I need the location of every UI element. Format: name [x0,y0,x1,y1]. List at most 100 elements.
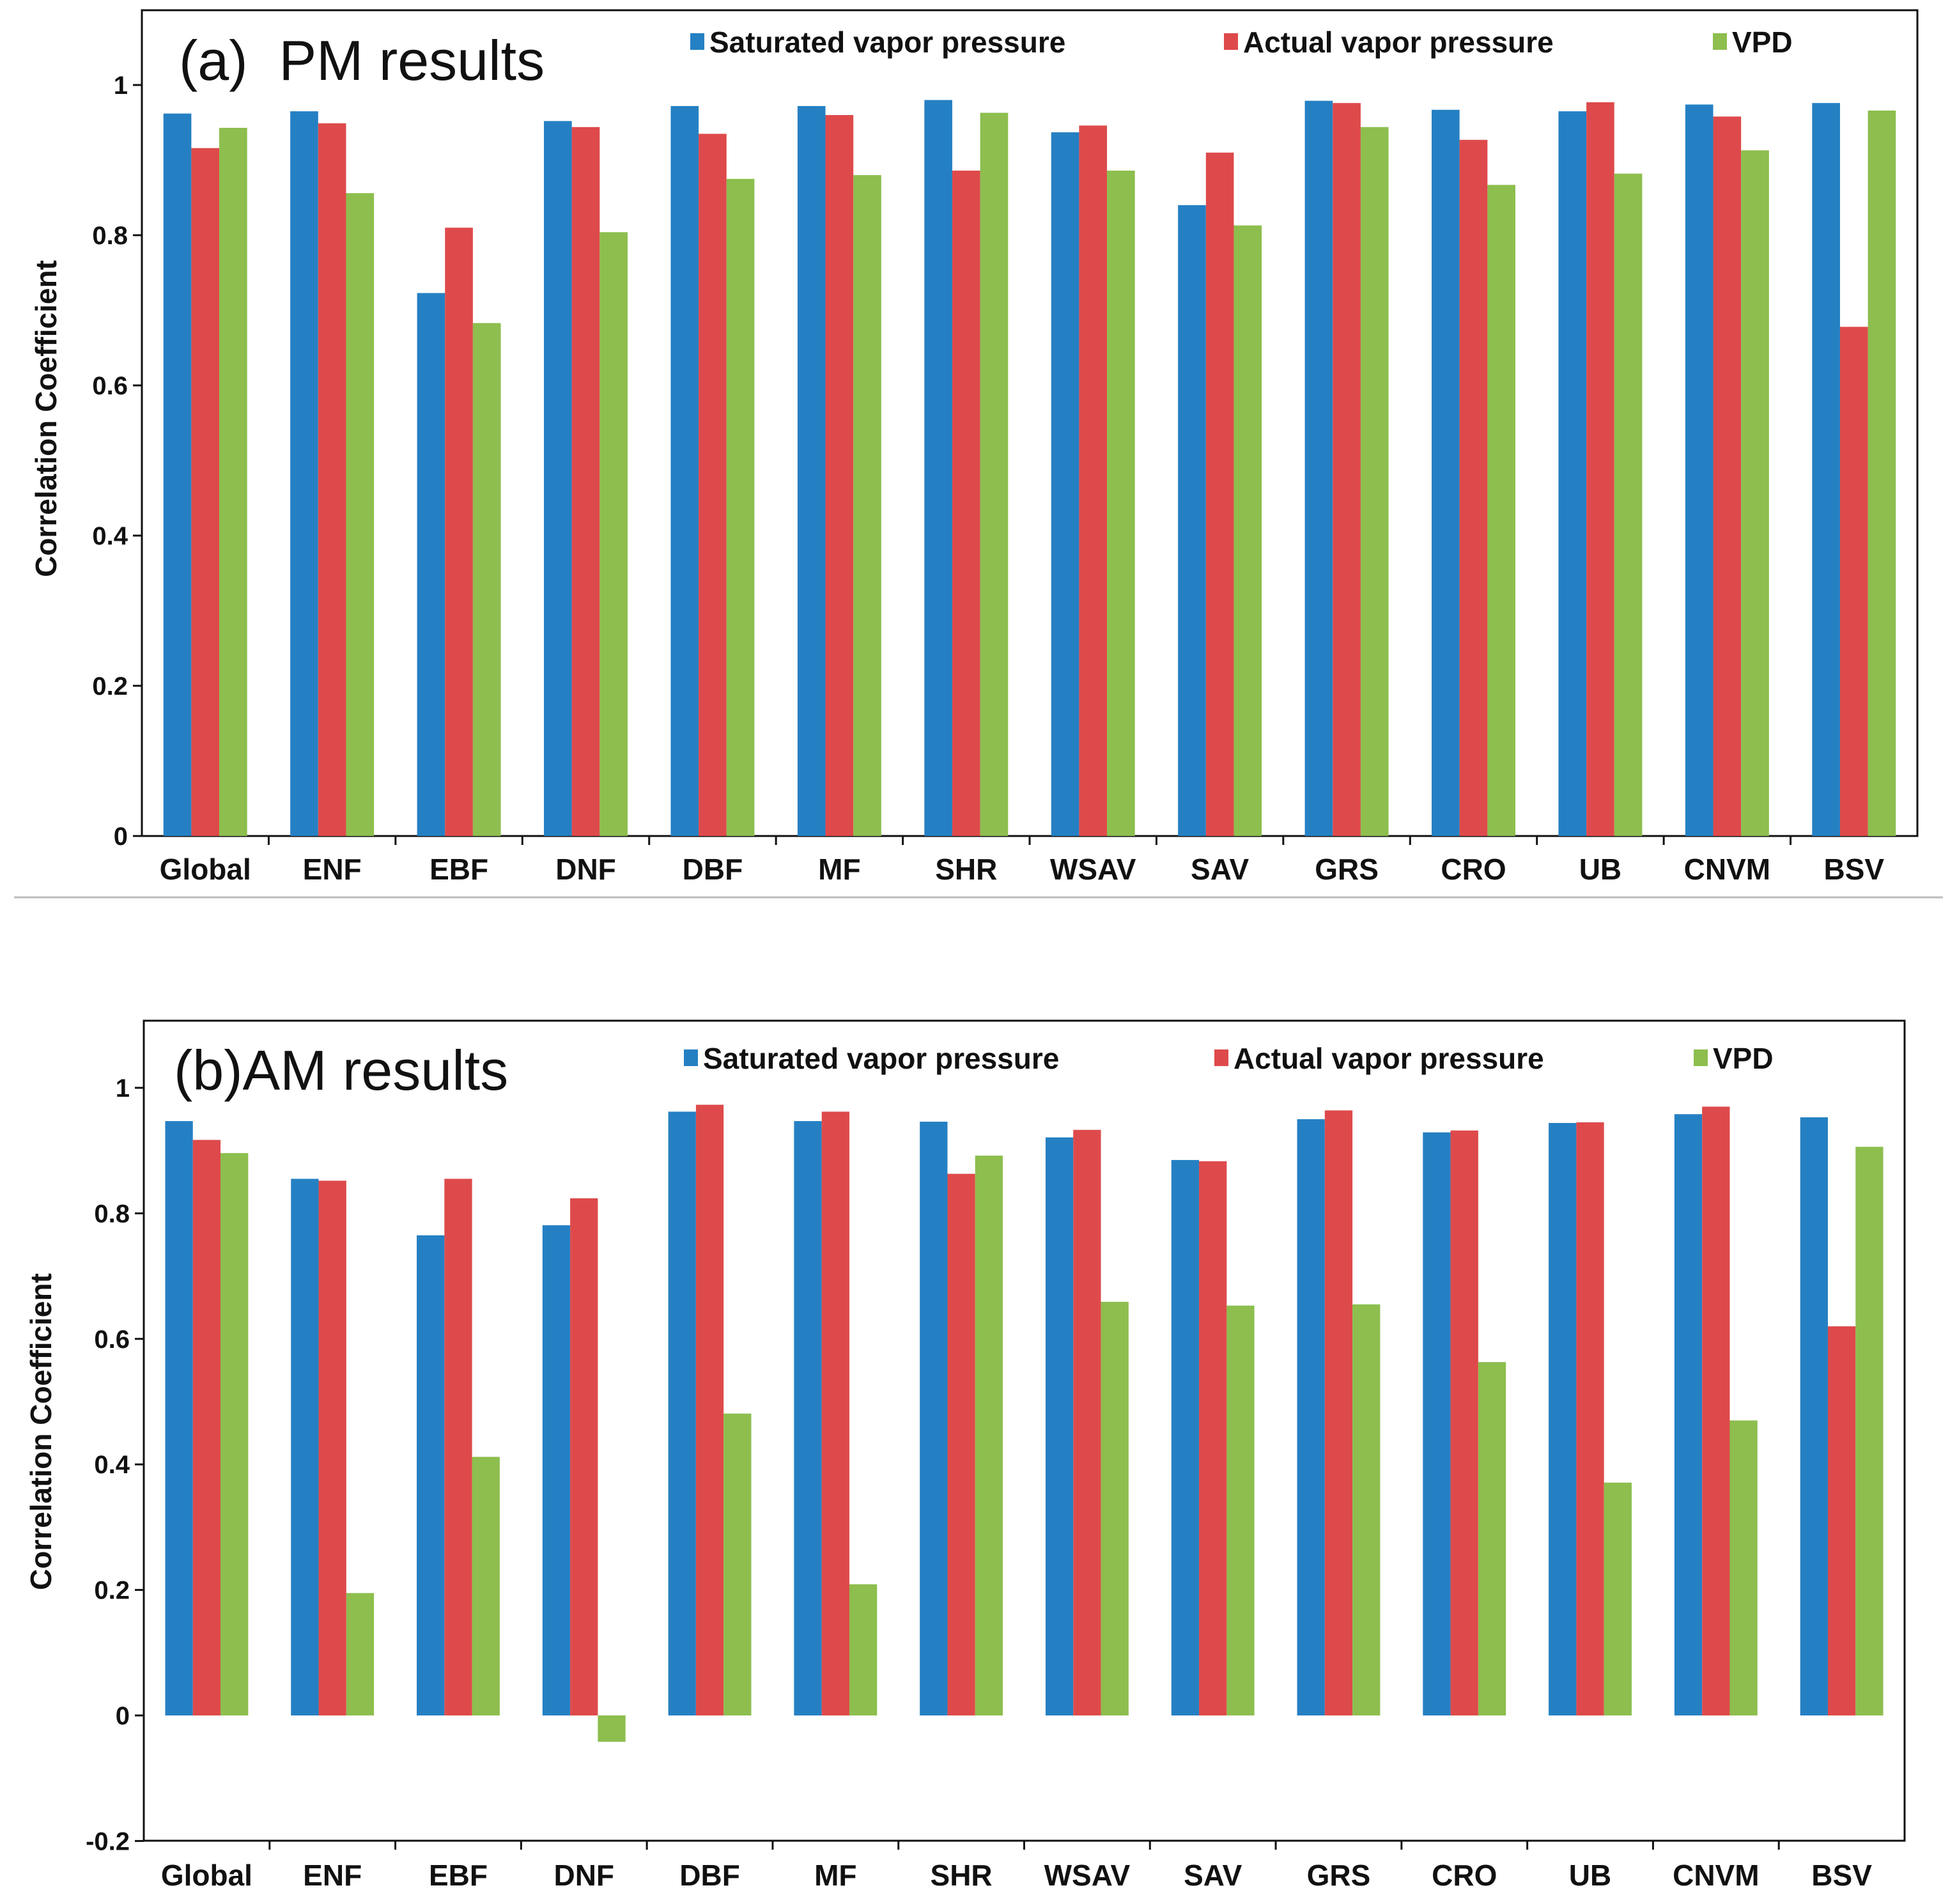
panel-a-bar-vpd-bsv [1868,110,1896,837]
panel-a-category-label: CNVM [1684,853,1770,886]
panel-a-category-label: BSV [1823,853,1884,886]
panel-b-bar-actual-cro [1450,1130,1478,1715]
panel-b-legend-swatch-actual [1214,1049,1228,1066]
panel-a-bar-actual-shr [952,170,980,837]
panel-b-bar-actual-enf [318,1180,346,1715]
panel-a-category-label: UB [1579,853,1621,886]
panel-b-bar-saturated-bsv [1800,1117,1828,1715]
panel-a-bar-saturated-ub [1558,111,1587,836]
panel-a-category-label: ENF [303,853,362,886]
panel-b-y-tick-label: 0.4 [94,1451,130,1479]
panel-a-category-label: MF [818,853,860,886]
panel-b-bar-vpd-ebf [472,1457,500,1715]
panel-a-category-label: SHR [935,853,997,886]
panel-a-bar-saturated-cro [1432,109,1460,836]
panel-b-bar-actual-cnvm [1702,1106,1730,1715]
panel-a-bar-actual-bsv [1839,327,1868,837]
panel-b-category-label: SHR [931,1859,993,1892]
panel-a-bar-saturated-shr [924,100,952,836]
panel-a-bar-vpd-shr [980,112,1009,837]
panel-b-bar-actual-mf [821,1111,849,1715]
panel-b-bar-actual-dnf [570,1198,598,1715]
panel-b-legend-swatch-vpd [1694,1049,1708,1066]
panel-b-category-label: SAV [1184,1859,1242,1892]
panel-a-y-tick-label: 0.8 [92,222,128,250]
panel-b-category-label: GRS [1307,1859,1371,1892]
panel-a-plot-frame [141,9,1919,837]
panel-a-legend-swatch-vpd [1713,33,1727,50]
panel-a-bar-vpd-dnf [599,232,628,836]
panel-b-bar-actual-global [192,1140,221,1715]
panel-b-title: (b)AM results [174,1039,508,1102]
panel-b-bar-saturated-ebf [417,1235,445,1715]
panel-a-category-label: EBF [429,853,488,886]
panel-a-y-tick-label: 0.4 [92,522,128,550]
panel-a-category-label: CRO [1441,853,1506,886]
panel-b-y-tick-label: 0.6 [94,1326,130,1354]
panel-b-legend-swatch-saturated [684,1049,698,1066]
panel-b-y-tick-label: -0.2 [86,1827,130,1855]
panel-a-category-label: Global [160,853,251,886]
panel-b-bar-actual-dbf [695,1104,724,1715]
panel-a-bar-saturated-ebf [417,293,445,837]
panel-b-bar-saturated-mf [794,1121,822,1715]
panel-a-category-label: GRS [1315,853,1379,886]
panel-a-category-label: DNF [555,853,616,886]
panel-a-bar-vpd-sav [1234,225,1262,837]
panel-b-category-label: Global [161,1859,252,1892]
panel-b-bar-saturated-dnf [542,1225,571,1715]
panel-b-bar-saturated-cro [1423,1132,1451,1715]
panel-a-bar-vpd-grs [1360,127,1389,836]
panel-a-bar-actual-ebf [445,228,473,836]
panel-b-bar-vpd-cnvm [1729,1420,1758,1715]
panel-a-bar-vpd-ub [1614,173,1643,836]
panel-a-title: (a) PM results [179,29,545,92]
panel-b-category-label: UB [1569,1859,1611,1892]
panel-b-bar-vpd-dbf [723,1413,752,1715]
panel-b-bar-saturated-wsav [1045,1137,1074,1715]
panel-b-bar-vpd-dnf [598,1715,626,1742]
panel-a-bar-actual-dnf [571,127,600,836]
panel-b-y-axis-title: Correlation Coefficient [24,1273,58,1590]
panel-a-legend-label-saturated: Saturated vapor pressure [709,26,1065,59]
panel-a-bar-saturated-grs [1304,100,1333,836]
panel-b-bar-actual-ub [1576,1122,1604,1715]
panel-b-plot-frame [143,1019,1906,1842]
panel-a-bar-actual-sav [1205,152,1234,836]
panel-b-bar-saturated-shr [920,1122,948,1715]
panel-b-category-label: DBF [679,1859,740,1892]
panel-b-am-results: (b)AM results Correlation Coefficient -0… [24,1019,1906,1892]
panel-a-bar-actual-global [191,148,220,837]
panel-b-y-tick-label: 1 [116,1074,130,1103]
panel-b-legend-label-actual: Actual vapor pressure [1234,1042,1544,1075]
panel-a-bar-actual-grs [1333,103,1361,837]
panel-a-bar-actual-mf [825,115,854,836]
panel-a-y-axis-title: Correlation Coefficient [29,260,63,577]
panel-b-category-label: CNVM [1673,1859,1759,1892]
panel-b-category-label: BSV [1811,1859,1872,1892]
panel-a-bar-vpd-ebf [472,323,501,837]
panel-a-category-label: DBF [683,853,743,886]
panel-b-category-label: EBF [429,1859,488,1892]
panel-a-pm-results: (a) PM results Correlation Coefficient 0… [29,9,1919,886]
panel-a-bar-actual-enf [318,123,346,836]
panel-a-legend-swatch-saturated [690,33,704,50]
panel-a-bar-saturated-dbf [670,105,699,836]
panel-b-bar-saturated-dbf [668,1111,696,1715]
panel-b-bar-actual-ebf [444,1179,472,1715]
panel-b-bar-vpd-sav [1226,1305,1255,1715]
panel-b-bar-actual-sav [1199,1161,1227,1715]
panel-b-bar-saturated-global [165,1121,193,1715]
panel-a-bar-saturated-bsv [1812,103,1840,837]
panel-b-bar-actual-bsv [1827,1326,1856,1715]
panel-b-bar-vpd-shr [975,1156,1003,1715]
panel-a-bar-saturated-enf [290,111,318,836]
panel-a-bar-saturated-mf [797,105,826,836]
panel-b-legend-label-saturated: Saturated vapor pressure [703,1042,1059,1075]
panel-b-y-tick-label: 0 [116,1702,130,1730]
panel-b-bar-vpd-ub [1604,1482,1632,1715]
panel-a-bar-actual-dbf [699,134,727,836]
panel-b-category-label: MF [814,1859,856,1892]
panel-a-bar-actual-wsav [1079,125,1108,837]
